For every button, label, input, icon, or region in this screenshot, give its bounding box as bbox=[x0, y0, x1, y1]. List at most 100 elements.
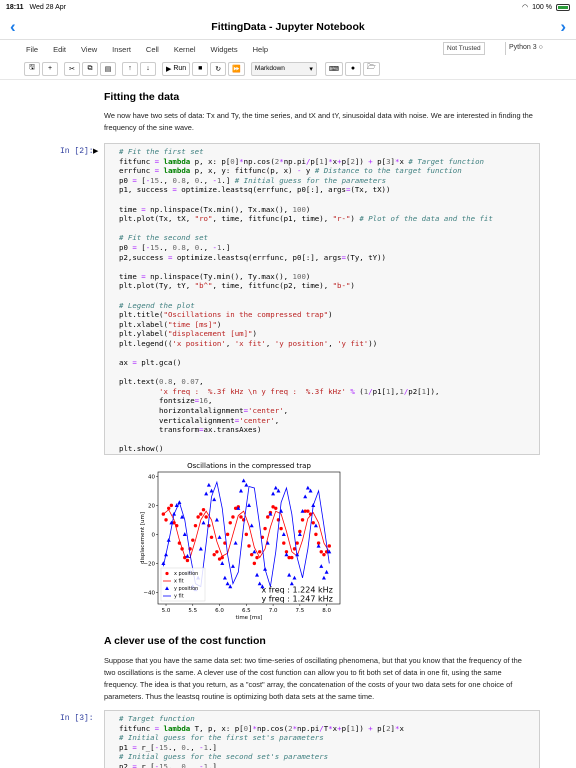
data-point-x-position bbox=[322, 552, 326, 557]
code-line: # Fit the first set bbox=[119, 147, 204, 156]
menu-kernel[interactable]: Kernel bbox=[173, 44, 196, 54]
y-tick-label: 20 bbox=[148, 503, 155, 509]
settings-icon[interactable]: ● bbox=[345, 61, 362, 76]
data-point-y-position bbox=[209, 488, 214, 493]
menu-file[interactable]: File bbox=[26, 44, 39, 54]
run-cell-icon[interactable]: ▶ bbox=[93, 148, 99, 155]
code-cell-2[interactable]: # Target function fitfunc = lambda T, p, … bbox=[104, 710, 540, 768]
data-point-x-position bbox=[290, 555, 294, 560]
x-tick-label: 7.0 bbox=[269, 608, 278, 614]
menu-cell[interactable]: Cell bbox=[145, 44, 159, 54]
forward-chevron-icon[interactable]: › bbox=[560, 17, 566, 36]
save-icon[interactable]: 🖫 bbox=[24, 61, 40, 76]
legend-marker bbox=[165, 571, 169, 576]
menu-bar: File Edit View Insert Cell Kernel Widget… bbox=[0, 40, 576, 58]
data-point-y-position bbox=[289, 581, 294, 586]
restart-run-all-icon[interactable]: ⏩ bbox=[228, 61, 245, 76]
code-line: # Legend the plot bbox=[119, 300, 195, 310]
run-icon: ▶ bbox=[166, 65, 172, 73]
data-point-x-position bbox=[279, 526, 283, 531]
cell-type-select[interactable]: Markdown bbox=[250, 61, 317, 76]
run-button[interactable]: ▶ Run bbox=[162, 61, 191, 76]
data-point-x-position bbox=[298, 529, 302, 534]
cell-prompt: In [3]: bbox=[60, 714, 94, 723]
chart-title: Oscillations in the compressed trap bbox=[187, 462, 311, 470]
code-cell-1[interactable]: ▶ # Fit the first set fitfunc = lambda p,… bbox=[93, 143, 540, 457]
move-down-icon[interactable]: ↓ bbox=[140, 61, 156, 76]
x-tick-label: 7.5 bbox=[295, 608, 304, 614]
code-line: time = np.linspace(Ty.min(), Ty.max(), 1… bbox=[119, 271, 311, 281]
data-point-x-position bbox=[314, 532, 318, 537]
paste-icon[interactable]: ▤ bbox=[100, 61, 116, 76]
data-point-y-position bbox=[182, 532, 187, 536]
code-line bbox=[119, 195, 539, 205]
keyboard-icon[interactable]: ⌨ bbox=[324, 61, 344, 76]
data-point-x-position bbox=[225, 532, 230, 537]
data-point-x-position bbox=[287, 555, 291, 560]
kernel-status-icon: ○ bbox=[538, 44, 543, 51]
menu-view[interactable]: View bbox=[81, 44, 98, 54]
folder-icon[interactable]: 🗁 bbox=[363, 61, 380, 76]
code-line bbox=[119, 435, 539, 445]
x-tick-label: 5.0 bbox=[162, 608, 171, 614]
data-point-x-position bbox=[239, 515, 243, 519]
menu-help[interactable]: Help bbox=[252, 44, 269, 54]
trust-button[interactable]: Not Trusted bbox=[443, 42, 485, 55]
menu-insert[interactable]: Insert bbox=[112, 44, 131, 54]
code-line: # Target function bbox=[119, 714, 195, 723]
data-point-x-position bbox=[191, 538, 195, 542]
code-line bbox=[119, 262, 539, 272]
code-line: verticalalignment='center', bbox=[119, 415, 280, 425]
code-line: plt.text(0.8, 0.07, bbox=[119, 377, 204, 387]
data-point-x-position bbox=[327, 544, 331, 548]
code-input[interactable]: # Fit the first set fitfunc = lambda p, x… bbox=[105, 144, 539, 457]
code-line: plt.title("Oscillations in the compresse… bbox=[119, 310, 333, 320]
back-chevron-icon[interactable]: ‹ bbox=[10, 17, 16, 36]
cut-icon[interactable]: ✂ bbox=[64, 61, 80, 76]
data-point-y-position bbox=[308, 488, 313, 493]
menu-edit[interactable]: Edit bbox=[53, 44, 67, 54]
data-point-y-position bbox=[327, 549, 332, 554]
code-line: # Fit the second set bbox=[119, 233, 208, 243]
data-point-y-position bbox=[161, 561, 166, 565]
data-point-x-position bbox=[316, 541, 321, 545]
data-point-y-position bbox=[230, 564, 235, 568]
data-point-y-position bbox=[217, 535, 222, 539]
y-tick-label: 0 bbox=[152, 532, 156, 538]
menu-widgets[interactable]: Widgets bbox=[210, 44, 238, 54]
copy-icon[interactable]: ⧉ bbox=[82, 61, 98, 76]
restart-icon[interactable]: ↻ bbox=[210, 61, 227, 76]
code-line bbox=[119, 291, 539, 301]
data-point-y-position bbox=[201, 520, 206, 525]
data-point-x-position bbox=[284, 550, 289, 554]
data-point-x-position bbox=[220, 555, 224, 560]
insert-cell-icon[interactable]: + bbox=[42, 61, 58, 76]
cell-prompt: In [2]: bbox=[60, 147, 94, 156]
data-point-x-position bbox=[201, 508, 206, 512]
toolbar: 🖫 + ✂ ⧉ ▤ ↑ ↓ ▶ Run ■ ↻ ⏩ Markdown ⌨ ● 🗁 bbox=[0, 58, 576, 80]
data-point-x-position bbox=[196, 515, 200, 519]
page-title: FittingData - Jupyter Notebook bbox=[211, 20, 365, 33]
data-point-x-position bbox=[292, 547, 297, 551]
output-plot: Oscillations in the compressed trap 5.0 5.… bbox=[140, 462, 341, 620]
x-tick-label: 8.0 bbox=[322, 608, 331, 614]
series-line-y-fit bbox=[162, 480, 330, 588]
code-line: p0 = [-15., 0.8, 0., -1.] # Initial gues… bbox=[119, 175, 387, 185]
data-point-y-position bbox=[249, 523, 254, 528]
data-point-x-position bbox=[282, 541, 286, 545]
stop-icon[interactable]: ■ bbox=[192, 61, 209, 76]
status-bar: 18:11 Wed 28 Apr ◠ 100 % bbox=[0, 0, 576, 14]
data-point-x-position bbox=[228, 521, 232, 525]
code-input[interactable]: # Target function fitfunc = lambda T, p, … bbox=[105, 711, 539, 768]
data-point-y-position bbox=[297, 532, 302, 536]
code-line: # Initial guess for the second set's par… bbox=[119, 752, 329, 762]
data-point-x-position bbox=[231, 515, 235, 519]
data-point-x-position bbox=[212, 552, 216, 557]
data-point-y-position bbox=[185, 553, 190, 558]
data-point-x-position bbox=[311, 521, 315, 525]
data-point-x-position bbox=[306, 509, 310, 513]
code-line: fontsize=16, bbox=[119, 396, 213, 406]
code-line: p1 = r_[-15., 0., -1.] bbox=[119, 742, 217, 752]
data-point-y-position bbox=[292, 575, 297, 580]
move-up-icon[interactable]: ↑ bbox=[122, 61, 138, 76]
